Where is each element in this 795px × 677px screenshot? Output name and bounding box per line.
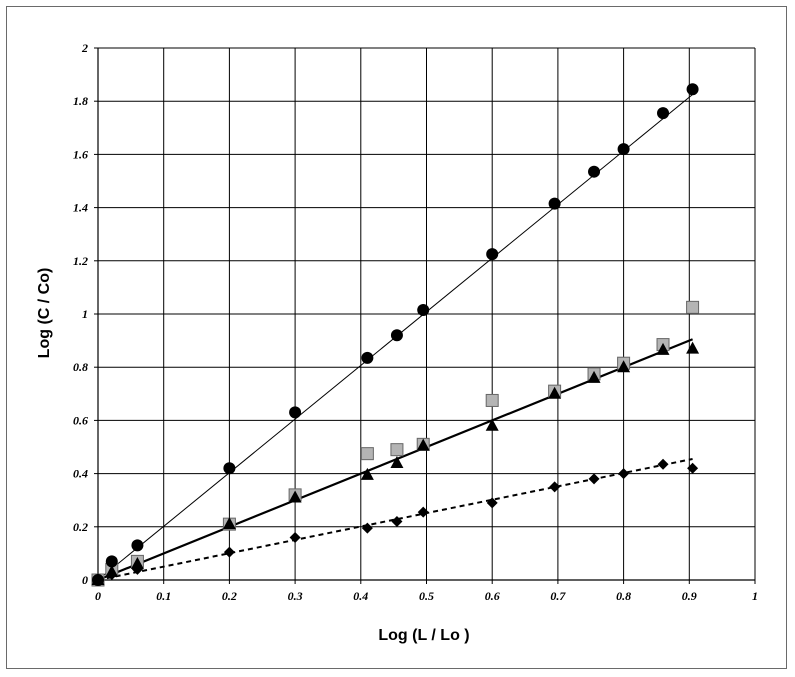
y-tick-label: 0.6	[73, 413, 88, 427]
data-point-diamond	[361, 522, 373, 534]
data-point-circle	[548, 197, 561, 210]
data-point-square	[360, 447, 374, 461]
x-tick-label: 1	[752, 589, 758, 603]
data-point-triangle	[105, 565, 119, 578]
data-point-circle	[390, 329, 403, 342]
x-tick-label: 0.1	[156, 589, 171, 603]
y-tick-label: 1	[82, 307, 88, 321]
x-tick-label: 0.9	[682, 589, 697, 603]
x-axis-title: Log (L / Lo )	[378, 627, 469, 644]
data-markers	[91, 83, 700, 587]
data-point-circle	[105, 555, 118, 568]
data-point-square	[686, 300, 700, 314]
data-point-circle	[223, 462, 236, 475]
data-point-circle	[657, 107, 670, 120]
x-tick-label: 0.8	[616, 589, 631, 603]
x-tick-label: 0.6	[485, 589, 500, 603]
data-point-diamond	[486, 497, 498, 509]
data-point-triangle	[485, 418, 499, 431]
data-point-circle	[361, 351, 374, 364]
x-tick-label: 0.4	[353, 589, 368, 603]
data-point-triangle	[587, 370, 601, 383]
data-point-diamond	[588, 473, 600, 485]
data-point-diamond	[549, 481, 561, 493]
data-point-triangle	[416, 438, 430, 451]
data-point-diamond	[417, 506, 429, 518]
x-tick-label: 0.3	[288, 589, 303, 603]
data-point-triangle	[360, 467, 374, 480]
x-tick-label: 0.5	[419, 589, 434, 603]
data-point-diamond	[687, 462, 699, 474]
data-point-circle	[617, 143, 630, 156]
data-point-diamond	[289, 531, 301, 543]
chart-frame	[6, 6, 787, 669]
data-point-circle	[588, 165, 601, 178]
data-point-circle	[486, 248, 499, 261]
data-point-triangle	[617, 360, 631, 373]
y-axis-title: Log (C / Co)	[36, 268, 53, 359]
x-tick-label: 0	[95, 589, 101, 603]
data-point-square	[485, 393, 499, 407]
y-tick-label: 0	[82, 573, 88, 587]
data-point-triangle	[222, 517, 236, 530]
data-point-circle	[686, 83, 699, 96]
data-point-triangle	[548, 386, 562, 399]
tick-labels: 0 0.1 0.2 0.3 0.4 0.5 0.6 0.7 0.8 0.9 1 0 0.2 0.4 0.6 0…	[73, 41, 758, 603]
data-point-circle	[92, 574, 104, 586]
grid	[98, 47, 756, 580]
data-point-diamond	[618, 468, 630, 480]
data-point-diamond	[657, 458, 669, 470]
x-tick-label: 0.2	[222, 589, 237, 603]
data-point-triangle	[130, 557, 144, 570]
y-tick-label: 0.8	[73, 360, 88, 374]
y-tick-label: 0.2	[73, 520, 88, 534]
y-tick-label: 1.8	[73, 94, 88, 108]
data-point-square	[390, 443, 404, 457]
y-tick-label: 0.4	[73, 467, 88, 481]
x-tick-label: 0.7	[550, 589, 566, 603]
y-tick-label: 1.4	[73, 201, 88, 215]
data-point-triangle	[390, 455, 404, 468]
data-point-triangle	[288, 490, 302, 503]
y-tick-label: 2	[81, 41, 88, 55]
data-point-circle	[417, 304, 430, 317]
data-point-circle	[289, 406, 302, 419]
data-point-diamond	[391, 515, 403, 527]
data-point-diamond	[223, 546, 235, 558]
y-tick-label: 1.6	[73, 147, 88, 161]
data-point-triangle	[686, 341, 700, 354]
data-point-circle	[131, 539, 144, 552]
data-point-triangle	[656, 342, 670, 355]
y-tick-label: 1.2	[73, 254, 88, 268]
